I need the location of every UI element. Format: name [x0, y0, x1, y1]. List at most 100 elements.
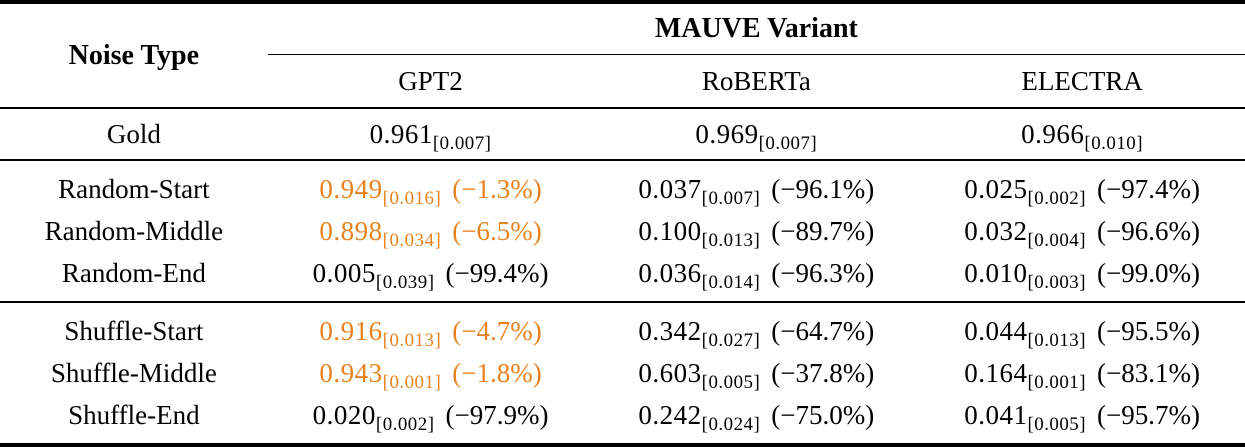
metric-stddev: [0.005]	[1027, 413, 1087, 435]
metric-stddev: [0.007]	[758, 132, 818, 154]
metric-delta: (−96.3%)	[771, 257, 875, 288]
metric-stddev: [0.013]	[1027, 329, 1087, 351]
metric-cell: 0.961[0.007]	[267, 108, 594, 161]
metric-value: 0.969	[695, 118, 759, 149]
metric-delta: (−83.1%)	[1097, 357, 1200, 388]
metric-stddev: [0.039]	[375, 271, 435, 293]
metric-stddev: [0.034]	[382, 229, 442, 251]
metric-stddev: [0.004]	[1027, 229, 1087, 251]
metric-delta: (−64.7%)	[771, 315, 875, 346]
metric-cell: 0.037[0.007] (−96.1%)	[593, 160, 919, 210]
metric-cell: 0.044[0.013] (−95.5%)	[919, 302, 1245, 352]
metric-delta: (−6.5%)	[452, 215, 542, 246]
metric-stddev: [0.001]	[382, 371, 442, 393]
column-header-roberta: RoBERTa	[593, 54, 920, 109]
metric-cell: 0.898[0.034] (−6.5%)	[268, 210, 594, 252]
row-label-gold: Gold	[0, 108, 268, 161]
metric-stddev: [0.005]	[701, 371, 761, 393]
metric-value: 0.044	[964, 315, 1028, 346]
metric-delta: (−99.4%)	[445, 257, 549, 288]
table-row-random-start: Random-Start 0.949[0.016] (−1.3%) 0.037[0…	[0, 160, 1245, 210]
metric-value: 0.005	[312, 257, 376, 288]
table-row-gold: Gold 0.961[0.007] 0.969[0.007] 0.966[0.0…	[0, 108, 1245, 161]
metric-cell: 0.969[0.007]	[593, 108, 920, 161]
metric-value: 0.025	[964, 173, 1028, 204]
metric-value: 0.032	[964, 215, 1028, 246]
metric-stddev: [0.024]	[701, 413, 761, 435]
metric-delta: (−99.0%)	[1097, 257, 1200, 288]
row-label-shuffle-end: Shuffle-End	[68, 399, 200, 430]
metric-value: 0.010	[964, 257, 1028, 288]
metric-delta: (−96.1%)	[771, 173, 875, 204]
metric-stddev: [0.027]	[701, 329, 761, 351]
metric-delta: (−97.4%)	[1097, 173, 1200, 204]
metric-value: 0.037	[638, 173, 702, 204]
metric-cell: 0.036[0.014] (−96.3%)	[593, 252, 920, 303]
metric-stddev: [0.002]	[375, 413, 435, 435]
table-row-shuffle-start: Shuffle-Start 0.916[0.013] (−4.7%) 0.342[…	[0, 302, 1245, 352]
table-row-shuffle-end: Shuffle-End 0.020[0.002] (−97.9%) 0.242[0…	[0, 394, 1245, 445]
metric-delta: (−95.5%)	[1097, 315, 1200, 346]
metric-delta: (−1.8%)	[452, 357, 542, 388]
metric-value: 0.916	[319, 315, 383, 346]
metric-stddev: [0.013]	[701, 229, 761, 251]
metric-value: 0.603	[638, 357, 702, 388]
table-row-random-middle: Random-Middle 0.898[0.034] (−6.5%) 0.100[…	[0, 210, 1245, 252]
metric-value: 0.164	[964, 357, 1028, 388]
metric-cell: 0.100[0.013] (−89.7%)	[593, 210, 919, 252]
metric-stddev: [0.001]	[1027, 371, 1087, 393]
metric-cell: 0.342[0.027] (−64.7%)	[593, 302, 919, 352]
metric-cell: 0.025[0.002] (−97.4%)	[919, 160, 1245, 210]
metric-stddev: [0.007]	[701, 187, 761, 209]
row-label-random-middle: Random-Middle	[44, 215, 224, 246]
column-header-gpt2: GPT2	[267, 54, 594, 109]
metric-cell: 0.949[0.016] (−1.3%)	[268, 160, 594, 210]
gold-section: Gold 0.961[0.007] 0.969[0.007] 0.966[0.0…	[0, 108, 1245, 161]
metric-value: 0.949	[319, 173, 383, 204]
metric-value: 0.036	[638, 257, 702, 288]
metric-cell: 0.020[0.002] (−97.9%)	[268, 394, 594, 445]
table-header: Noise Type MAUVE Variant GPT2 RoBERTa EL…	[0, 2, 1245, 109]
metric-cell: 0.032[0.004] (−96.6%)	[919, 210, 1245, 252]
metric-value: 0.898	[319, 215, 383, 246]
metric-delta: (−96.6%)	[1097, 215, 1200, 246]
table-row-random-end: Random-End 0.005[0.039] (−99.4%) 0.036[0.…	[0, 252, 1245, 303]
metric-cell: 0.966[0.010]	[919, 108, 1245, 161]
column-header-electra: ELECTRA	[919, 54, 1245, 109]
metric-stddev: [0.002]	[1027, 187, 1087, 209]
metric-stddev: [0.010]	[1084, 132, 1144, 154]
metric-stddev: [0.013]	[382, 329, 442, 351]
metric-value: 0.100	[638, 215, 702, 246]
metric-cell: 0.916[0.013] (−4.7%)	[268, 302, 594, 352]
metric-cell: 0.041[0.005] (−95.7%)	[919, 394, 1245, 445]
metric-stddev: [0.003]	[1027, 271, 1087, 293]
variant-header-row: GPT2 RoBERTa ELECTRA	[0, 54, 1245, 109]
row-label-random-end: Random-End	[0, 252, 268, 303]
metric-cell: 0.010[0.003] (−99.0%)	[919, 252, 1245, 303]
metric-cell: 0.164[0.001] (−83.1%)	[919, 352, 1245, 394]
column-header-noise-type: Noise Type	[0, 2, 268, 109]
metric-stddev: [0.016]	[382, 187, 442, 209]
metric-delta: (−37.8%)	[771, 357, 875, 388]
row-label-random-start: Random-Start	[58, 173, 210, 204]
metric-delta: (−89.7%)	[771, 215, 875, 246]
metric-value: 0.342	[638, 315, 702, 346]
metric-cell: 0.943[0.001] (−1.8%)	[268, 352, 594, 394]
group-header-row: Noise Type MAUVE Variant	[0, 2, 1245, 109]
row-label-shuffle-middle: Shuffle-Middle	[50, 357, 217, 388]
metric-value: 0.966	[1021, 118, 1085, 149]
metric-cell: 0.603[0.005] (−37.8%)	[593, 352, 919, 394]
metric-cell: 0.005[0.039] (−99.4%)	[267, 252, 594, 303]
metric-cell: 0.242[0.024] (−75.0%)	[593, 394, 919, 445]
random-section: Random-Start 0.949[0.016] (−1.3%) 0.037[0…	[0, 160, 1245, 303]
metric-value: 0.961	[369, 118, 433, 149]
row-label-shuffle-start: Shuffle-Start	[64, 315, 204, 346]
metric-stddev: [0.014]	[701, 271, 761, 293]
metric-delta: (−4.7%)	[452, 315, 542, 346]
column-group-header-mauve-variant: MAUVE Variant	[267, 2, 1245, 55]
metric-stddev: [0.007]	[432, 132, 492, 154]
metric-value: 0.943	[319, 357, 383, 388]
metric-delta: (−1.3%)	[452, 173, 542, 204]
